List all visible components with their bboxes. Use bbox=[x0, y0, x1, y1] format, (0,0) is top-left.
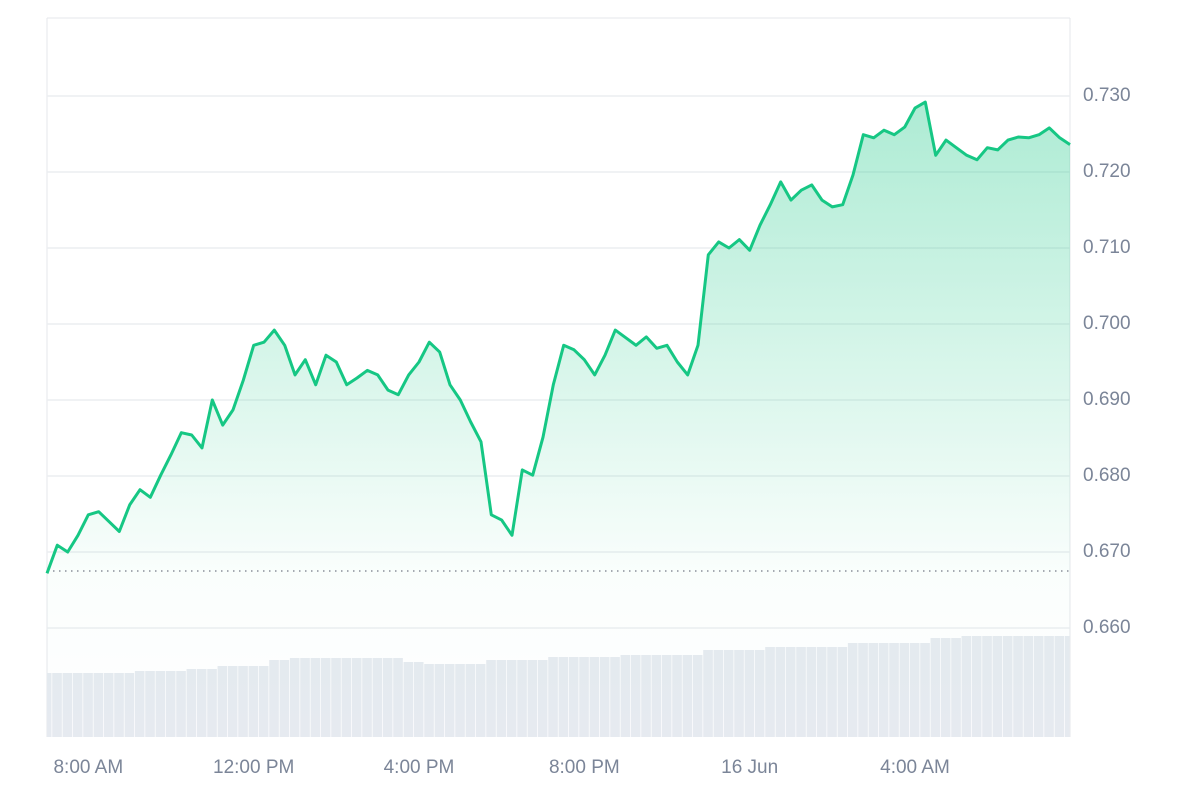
y-tick-label: 0.710 bbox=[1083, 237, 1131, 258]
x-tick-label: 16 Jun bbox=[721, 757, 778, 778]
area-fill bbox=[47, 102, 1070, 738]
y-tick-label: 0.670 bbox=[1083, 541, 1131, 562]
x-tick-label: 4:00 PM bbox=[384, 757, 455, 778]
y-tick-label: 0.690 bbox=[1083, 389, 1131, 410]
x-tick-label: 8:00 PM bbox=[549, 757, 620, 778]
y-tick-label: 0.700 bbox=[1083, 313, 1131, 334]
price-line bbox=[45, 100, 1071, 574]
x-tick-label: 8:00 AM bbox=[53, 757, 123, 778]
y-tick-label: 0.680 bbox=[1083, 465, 1131, 486]
y-tick-label: 0.730 bbox=[1083, 85, 1131, 106]
y-tick-label: 0.720 bbox=[1083, 161, 1131, 182]
x-tick-label: 12:00 PM bbox=[213, 757, 294, 778]
x-tick-label: 4:00 AM bbox=[880, 757, 950, 778]
y-tick-label: 0.660 bbox=[1083, 617, 1131, 638]
